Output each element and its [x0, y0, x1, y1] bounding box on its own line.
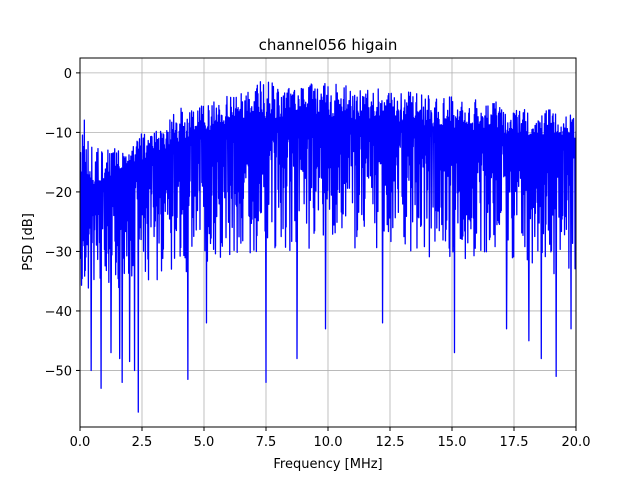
- x-tick-label: 5.0: [194, 435, 215, 450]
- x-tick-label: 0.0: [70, 435, 91, 450]
- x-tick-label: 10.0: [314, 435, 343, 450]
- x-tick-label: 15.0: [438, 435, 467, 450]
- y-tick-label: −20: [45, 186, 72, 201]
- y-tick-label: −40: [45, 305, 72, 320]
- x-tick-label: 17.5: [500, 435, 529, 450]
- y-tick-label: −30: [45, 245, 72, 260]
- x-tick-label: 2.5: [132, 435, 153, 450]
- y-tick-label: 0: [64, 67, 72, 82]
- chart-title: channel056 higain: [259, 36, 398, 54]
- y-axis-label: PSD [dB]: [21, 213, 36, 271]
- x-axis-label: Frequency [MHz]: [273, 457, 382, 472]
- data-layer: [80, 81, 576, 413]
- x-tick-label: 20.0: [562, 435, 591, 450]
- psd-series-line: [80, 81, 576, 413]
- y-tick-label: −50: [45, 364, 72, 379]
- ticks: 0.0 2.5 5.0 7.5 10.0 12.5 15.0 17.5 20.0 0 −10 −20 −…: [45, 67, 591, 450]
- y-tick-label: −10: [45, 126, 72, 141]
- x-tick-label: 7.5: [256, 435, 277, 450]
- x-tick-label: 12.5: [376, 435, 405, 450]
